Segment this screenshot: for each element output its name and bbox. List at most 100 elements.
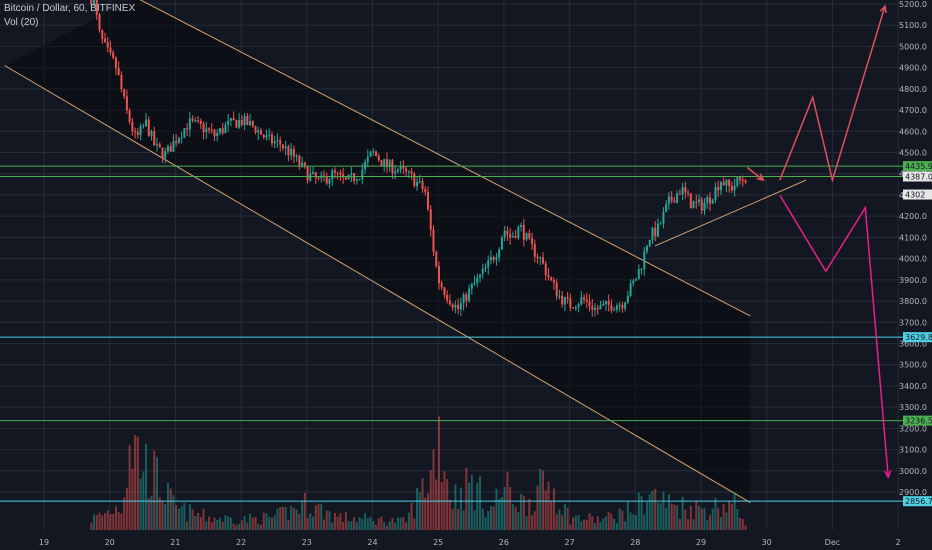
candle-body [681, 187, 684, 195]
candle-body [719, 182, 722, 191]
volume-bar [665, 507, 668, 530]
volume-bar [216, 519, 219, 530]
candle-body [328, 179, 331, 184]
price-tick-label: 3900.0 [899, 276, 927, 285]
candle-body [432, 229, 435, 252]
volume-indicator-label[interactable]: Vol (20) [4, 17, 39, 28]
volume-bar [476, 483, 479, 530]
candle-body [637, 269, 640, 280]
volume-bar [254, 516, 257, 530]
volume-bar [156, 457, 159, 530]
candle-body [509, 234, 512, 238]
candle-body [361, 169, 364, 180]
volume-bar [465, 467, 468, 530]
support-trendline [654, 179, 807, 247]
candle-body [533, 244, 536, 257]
candle-body [574, 307, 577, 309]
candle-body [150, 131, 153, 136]
candle-body [624, 302, 627, 309]
volume-bar [388, 521, 391, 530]
candle-body [678, 193, 681, 195]
volume-bar [544, 490, 547, 530]
time-tick-label: Dec [825, 538, 840, 547]
candle-body [164, 151, 167, 159]
volume-bar [539, 468, 542, 530]
candle-body [347, 174, 350, 180]
volume-bar [635, 515, 638, 530]
candle-body [161, 147, 164, 159]
candle-body [462, 294, 465, 304]
descending-channel [4, 0, 751, 504]
candle-body [317, 177, 320, 179]
volume-bar [281, 506, 284, 530]
candle-body [95, 0, 98, 15]
volume-bar [262, 512, 265, 530]
volume-bar [210, 522, 213, 530]
candle-body [665, 204, 668, 212]
candle-body [139, 126, 142, 135]
volume-bar [596, 516, 599, 530]
volume-bar [541, 470, 544, 530]
volume-bar [112, 513, 115, 530]
price-tick-label: 4100.0 [899, 233, 927, 242]
candle-body [583, 297, 586, 300]
volume-bar [563, 504, 566, 530]
volume-bar [487, 511, 490, 530]
candle-body [687, 192, 690, 194]
volume-bar [317, 503, 320, 530]
time-tick-label: 26 [499, 538, 509, 547]
candle-body [708, 197, 711, 204]
candle-body [536, 256, 539, 259]
time-tick-label: 19 [39, 538, 49, 547]
volume-bar [435, 479, 438, 530]
candle-body [183, 128, 186, 138]
volume-bar [413, 518, 416, 530]
volume-bar [454, 484, 457, 530]
candle-body [355, 179, 358, 181]
volume-bar [700, 508, 703, 530]
candle-body [541, 257, 544, 264]
volume-bar [364, 513, 367, 530]
volume-bar [517, 512, 520, 530]
candle-body [629, 283, 632, 296]
volume-bar [599, 521, 602, 530]
volume-bar [659, 503, 662, 530]
volume-bar [186, 521, 189, 530]
volume-bar [594, 523, 597, 530]
volume-bar [153, 450, 156, 530]
volume-bar [722, 503, 725, 530]
candle-body [618, 304, 621, 306]
volume-bar [120, 513, 123, 530]
price-level-tag-text: 4435.9 [905, 162, 932, 171]
volume-bar [202, 508, 205, 530]
volume-bar [136, 436, 139, 530]
price-tick-label: 4200.0 [899, 212, 927, 221]
price-level-tag [903, 161, 932, 172]
candle-body [101, 29, 104, 39]
price-axis[interactable]: 5200.0 5100.0 5000.0 4900.0 4800.0 4700.0 4600… [899, 0, 932, 507]
candle-body [238, 119, 241, 128]
volume-bar [717, 508, 720, 530]
candle-body [156, 144, 159, 146]
volume-bar [123, 497, 126, 530]
candle-body [333, 170, 336, 173]
volume-bar [114, 506, 117, 530]
volume-bar [479, 476, 482, 530]
candle-body [301, 162, 304, 166]
candle-body [711, 200, 714, 204]
candle-body [325, 177, 328, 184]
candle-body [525, 233, 528, 240]
time-axis[interactable]: 19 20 21 22 23 24 25 26 27 28 29 30 Dec 2 [39, 538, 901, 547]
projection-arrowhead [884, 470, 892, 479]
volume-bar [377, 518, 380, 530]
volume-bar [427, 493, 430, 530]
candle-body [123, 89, 126, 97]
candle-body [383, 159, 386, 166]
candle-body [243, 116, 246, 125]
candle-body [531, 238, 534, 245]
horizontal-levels [0, 165, 903, 502]
symbol-title[interactable]: Bitcoin / Dollar, 60, BITFINEX [4, 3, 136, 14]
volume-bar [147, 498, 150, 530]
price-level-tag-text: 4387.0 [905, 172, 932, 181]
